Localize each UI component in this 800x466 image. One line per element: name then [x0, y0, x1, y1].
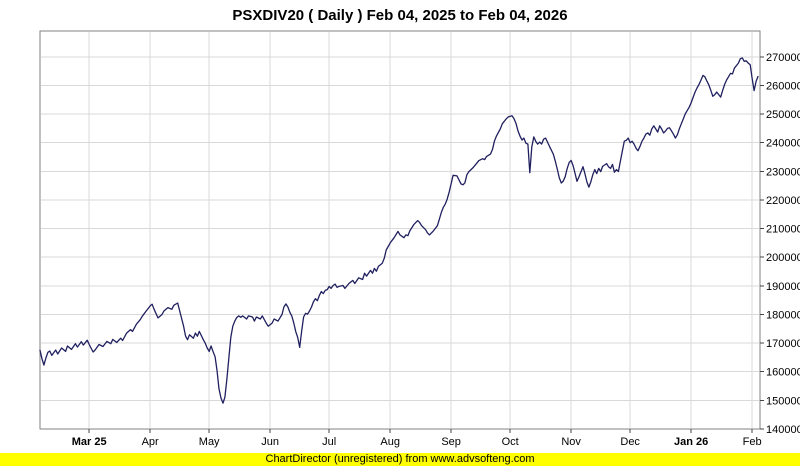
y-tick-label: 230000 — [766, 166, 800, 178]
footer-banner: ChartDirector (unregistered) from www.ad… — [0, 453, 800, 466]
y-tick-label: 270000 — [766, 52, 800, 64]
y-tick-label: 220000 — [766, 195, 800, 207]
y-tick-label: 190000 — [766, 281, 800, 293]
x-tick-label: Aug — [380, 436, 400, 448]
y-tick-label: 150000 — [766, 395, 800, 407]
y-tick-label: 200000 — [766, 252, 800, 264]
plot-border — [39, 30, 761, 430]
y-tick-label: 260000 — [766, 80, 800, 92]
x-tick-label: Jun — [261, 436, 279, 448]
y-tick-label: 140000 — [766, 424, 800, 436]
x-tick-label: Jan 26 — [674, 436, 708, 448]
chart-title: PSXDIV20 ( Daily ) Feb 04, 2025 to Feb 0… — [232, 7, 568, 24]
x-tick-label: Sep — [441, 436, 461, 448]
x-tick-label: Nov — [561, 436, 581, 448]
x-tick-label: Apr — [142, 436, 159, 448]
footer-text: ChartDirector (unregistered) from www.ad… — [265, 453, 535, 465]
y-tick-label: 240000 — [766, 138, 800, 150]
x-tick-label: May — [199, 436, 220, 448]
x-tick-label: Oct — [502, 436, 519, 448]
y-tick-label: 180000 — [766, 309, 800, 321]
x-tick-label: Mar 25 — [72, 436, 107, 448]
y-tick-label: 160000 — [766, 367, 800, 379]
x-tick-label: Feb — [743, 436, 762, 448]
y-tick-label: 210000 — [766, 224, 800, 236]
x-tick-label: Dec — [620, 436, 640, 448]
y-tick-label: 250000 — [766, 109, 800, 121]
x-tick-label: Jul — [322, 436, 336, 448]
price-line — [39, 57, 759, 404]
price-chart: 140000 150000 160000 170000 180000 190000 2000… — [39, 30, 800, 448]
y-tick-label: 170000 — [766, 338, 800, 350]
